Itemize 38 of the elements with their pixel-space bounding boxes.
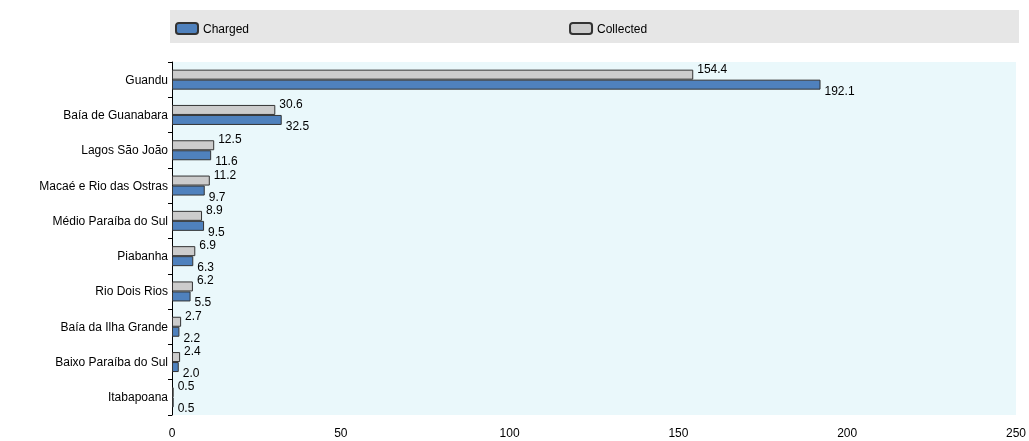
data-label: 6.9 <box>199 238 217 253</box>
legend-label: Charged <box>203 21 250 36</box>
data-label: 8.9 <box>206 202 224 217</box>
y-tick-label: Baía da Ilha Grande <box>60 319 169 334</box>
y-tick-label: Baía de Guanabara <box>63 107 169 122</box>
y-tick-label: Piabanha <box>117 249 169 264</box>
data-label: 2.0 <box>182 366 200 381</box>
data-label: 32.5 <box>285 118 310 133</box>
data-label: 30.6 <box>279 96 303 111</box>
y-tick-label: Baixo Paraíba do Sul <box>55 355 168 370</box>
x-tick-label: 100 <box>499 426 520 440</box>
x-tick-label: 0 <box>168 426 176 440</box>
data-label: 12.5 <box>218 132 242 147</box>
data-label: 5.5 <box>194 295 212 310</box>
data-label: 0.5 <box>177 401 195 416</box>
data-label: 9.7 <box>208 189 226 204</box>
x-tick-label: 200 <box>837 426 858 440</box>
y-tick-label: Itabapoana <box>107 390 169 405</box>
y-tick-label: Médio Paraíba do Sul <box>52 213 168 228</box>
y-tick-label: Lagos São João <box>81 143 169 158</box>
data-label: 2.2 <box>183 330 201 345</box>
data-label: 154.4 <box>697 61 728 76</box>
y-tick-label: Guandu <box>125 72 168 87</box>
data-label: 6.2 <box>196 273 214 288</box>
x-tick-label: 250 <box>1005 426 1027 440</box>
data-label: 0.5 <box>177 379 195 394</box>
data-label: 2.4 <box>184 344 202 359</box>
y-tick-label: Macaé e Rio das Ostras <box>39 178 168 193</box>
x-tick-label: 150 <box>668 426 689 440</box>
data-label: 192.1 <box>824 83 855 98</box>
x-tick-label: 50 <box>334 426 348 440</box>
y-tick-label: Rio Dois Rios <box>95 284 168 299</box>
data-label: 11.2 <box>213 167 237 182</box>
data-label: 9.5 <box>208 224 226 239</box>
data-label: 6.3 <box>197 260 215 275</box>
legend-label: Collected <box>597 21 648 36</box>
data-label: 11.6 <box>215 154 238 169</box>
data-label: 2.7 <box>185 308 203 323</box>
